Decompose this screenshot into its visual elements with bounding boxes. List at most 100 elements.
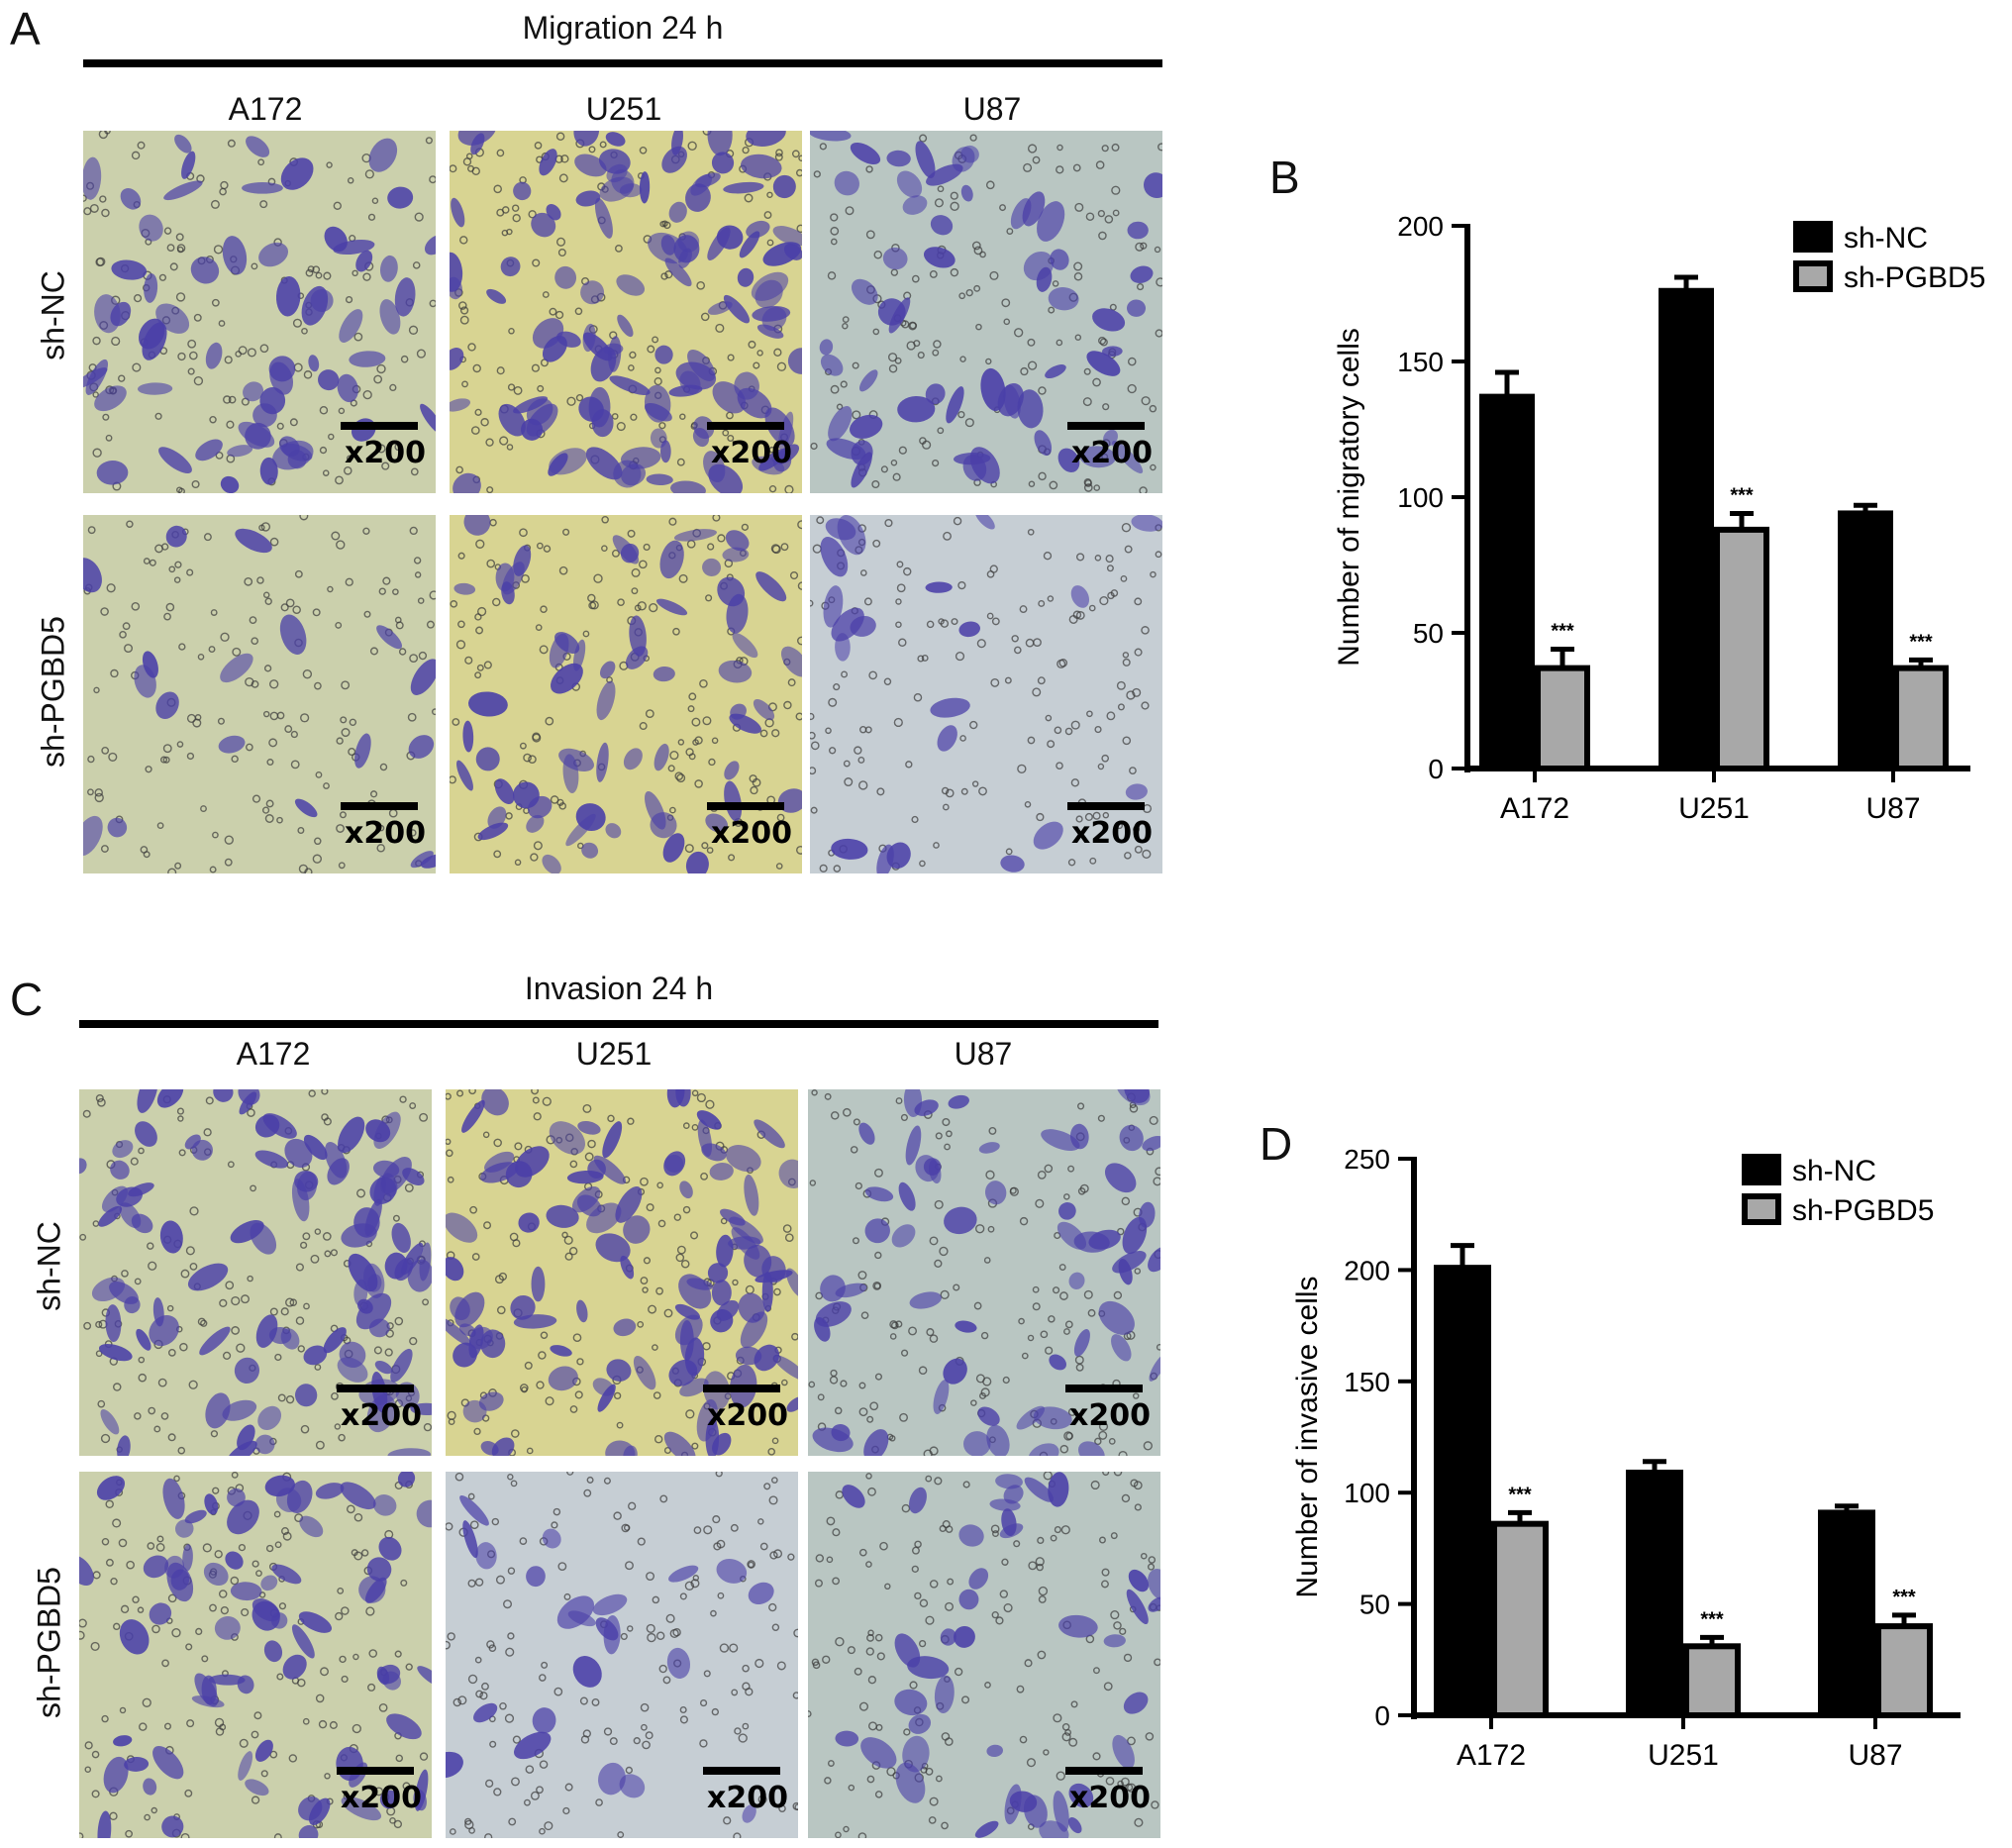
micrograph-texture <box>79 1089 432 1456</box>
significance-marker: *** <box>1909 631 1933 653</box>
micrograph-texture <box>83 515 436 873</box>
micrograph-texture <box>446 1089 798 1456</box>
scale-bar <box>337 1385 414 1392</box>
bar-sh-pgbd5-u251 <box>1714 526 1769 771</box>
bar-sh-nc-u87 <box>1818 1509 1875 1718</box>
micrograph-texture <box>810 515 1162 873</box>
invasion-title: Invasion 24 h <box>524 971 714 1006</box>
bar-sh-nc-u87 <box>1838 510 1893 771</box>
micrograph-migration-u251-sh-nc: x200 <box>450 131 802 493</box>
magnification-label: x200 <box>1071 816 1153 851</box>
micrograph-migration-u87-sh-nc: x200 <box>810 131 1162 493</box>
legend-swatch-sh-nc <box>1742 1154 1781 1185</box>
y-tick-label: 0 <box>1374 1700 1390 1731</box>
micrograph-invasion-u87-sh-nc: x200 <box>808 1089 1160 1456</box>
micrograph-migration-u87-sh-pgbd5: x200 <box>810 515 1162 873</box>
panel-letter-a: A <box>10 3 41 54</box>
y-tick-label: 50 <box>1413 618 1444 649</box>
magnification-label: x200 <box>1069 1398 1151 1433</box>
scale-bar <box>707 802 784 810</box>
y-tick-label: 150 <box>1397 347 1444 377</box>
scale-bar <box>703 1385 780 1392</box>
panel-letter-b: B <box>1269 152 1300 203</box>
invasion-col-label-a172: A172 <box>236 1036 311 1072</box>
y-tick-label: 50 <box>1359 1590 1390 1620</box>
legend-label-sh-pgbd5: sh-PGBD5 <box>1792 1194 1934 1227</box>
scale-bar <box>337 1767 414 1775</box>
y-axis-label: Number of migratory cells <box>1333 328 1365 667</box>
x-tick-label: U87 <box>1865 792 1920 825</box>
magnification-label: x200 <box>711 436 792 470</box>
scale-bar <box>341 802 418 810</box>
migration-row-label-sh-pgbd5: sh-PGBD5 <box>35 616 71 768</box>
significance-marker: *** <box>1700 1608 1724 1630</box>
bar-sh-nc-a172 <box>1434 1265 1491 1718</box>
invasion-col-label-u87: U87 <box>954 1036 1013 1072</box>
micrograph-invasion-a172-sh-pgbd5: x200 <box>79 1472 432 1838</box>
bar-sh-pgbd5-a172 <box>1491 1520 1549 1718</box>
magnification-label: x200 <box>345 436 426 470</box>
invasion-col-label-u251: U251 <box>575 1036 653 1072</box>
x-tick-label: A172 <box>1500 792 1569 825</box>
magnification-label: x200 <box>345 816 426 851</box>
micrograph-texture <box>808 1089 1160 1456</box>
y-tick-label: 200 <box>1344 1255 1390 1285</box>
micrograph-texture <box>808 1472 1160 1838</box>
micrograph-texture <box>450 131 802 493</box>
chart-b-migration: 0 50 100 150 200 Number of migratory cells ***… <box>1333 211 1985 825</box>
invasion-row-label-sh-pgbd5: sh-PGBD5 <box>31 1567 67 1718</box>
magnification-label: x200 <box>341 1781 422 1815</box>
micrograph-texture <box>83 131 436 493</box>
scale-bar <box>1067 802 1145 810</box>
scale-bar <box>1065 1767 1143 1775</box>
migration-row-label-sh-nc: sh-NC <box>35 270 71 360</box>
x-tick-label: U87 <box>1848 1739 1902 1772</box>
bar-sh-pgbd5-u87 <box>1893 665 1949 771</box>
scale-bar <box>703 1767 780 1775</box>
panel-letter-c: C <box>10 974 44 1025</box>
significance-marker: *** <box>1892 1587 1916 1608</box>
magnification-label: x200 <box>1069 1781 1151 1815</box>
y-tick-label: 100 <box>1344 1478 1390 1508</box>
y-tick-label: 200 <box>1397 211 1444 242</box>
micrograph-invasion-u251-sh-nc: x200 <box>446 1089 798 1456</box>
micrograph-texture <box>810 131 1162 493</box>
magnification-label: x200 <box>341 1398 422 1433</box>
micrograph-texture <box>450 515 802 873</box>
micrograph-texture <box>446 1472 798 1838</box>
significance-marker: *** <box>1730 484 1754 506</box>
micrograph-invasion-u87-sh-pgbd5: x200 <box>808 1472 1160 1838</box>
bar-sh-nc-u251 <box>1659 287 1714 771</box>
micrograph-migration-a172-sh-pgbd5: x200 <box>83 515 436 873</box>
micrograph-invasion-u251-sh-pgbd5: x200 <box>446 1472 798 1838</box>
migration-title: Migration 24 h <box>522 10 724 46</box>
bar-sh-pgbd5-a172 <box>1535 665 1590 771</box>
legend-swatch-sh-pgbd5 <box>1793 260 1833 292</box>
x-tick-label: U251 <box>1648 1739 1719 1772</box>
legend-label-sh-nc: sh-NC <box>1844 222 1928 255</box>
significance-marker: *** <box>1508 1484 1532 1505</box>
invasion-header-bar <box>79 1020 1158 1028</box>
y-tick-label: 150 <box>1344 1367 1390 1397</box>
bar-sh-pgbd5-u251 <box>1683 1643 1741 1719</box>
legend-label-sh-nc: sh-NC <box>1792 1155 1876 1187</box>
micrograph-texture <box>79 1472 432 1838</box>
significance-marker: *** <box>1551 620 1574 642</box>
x-tick-label: A172 <box>1457 1739 1526 1772</box>
magnification-label: x200 <box>711 816 792 851</box>
y-tick-label: 100 <box>1397 482 1444 513</box>
micrograph-invasion-a172-sh-nc: x200 <box>79 1089 432 1456</box>
legend-swatch-sh-pgbd5 <box>1742 1193 1781 1225</box>
y-axis-label: Number of invasive cells <box>1291 1276 1324 1597</box>
x-tick-label: U251 <box>1678 792 1750 825</box>
legend-swatch-sh-nc <box>1793 221 1833 253</box>
micrograph-migration-a172-sh-nc: x200 <box>83 131 436 493</box>
scale-bar <box>1067 422 1145 430</box>
legend-label-sh-pgbd5: sh-PGBD5 <box>1844 261 1985 294</box>
migration-col-label-u251: U251 <box>585 91 662 127</box>
migration-col-label-u87: U87 <box>962 91 1022 127</box>
bar-sh-nc-u251 <box>1626 1469 1683 1718</box>
y-tick-label: 250 <box>1344 1144 1390 1175</box>
magnification-label: x200 <box>707 1398 788 1433</box>
micrograph-migration-u251-sh-pgbd5: x200 <box>450 515 802 873</box>
